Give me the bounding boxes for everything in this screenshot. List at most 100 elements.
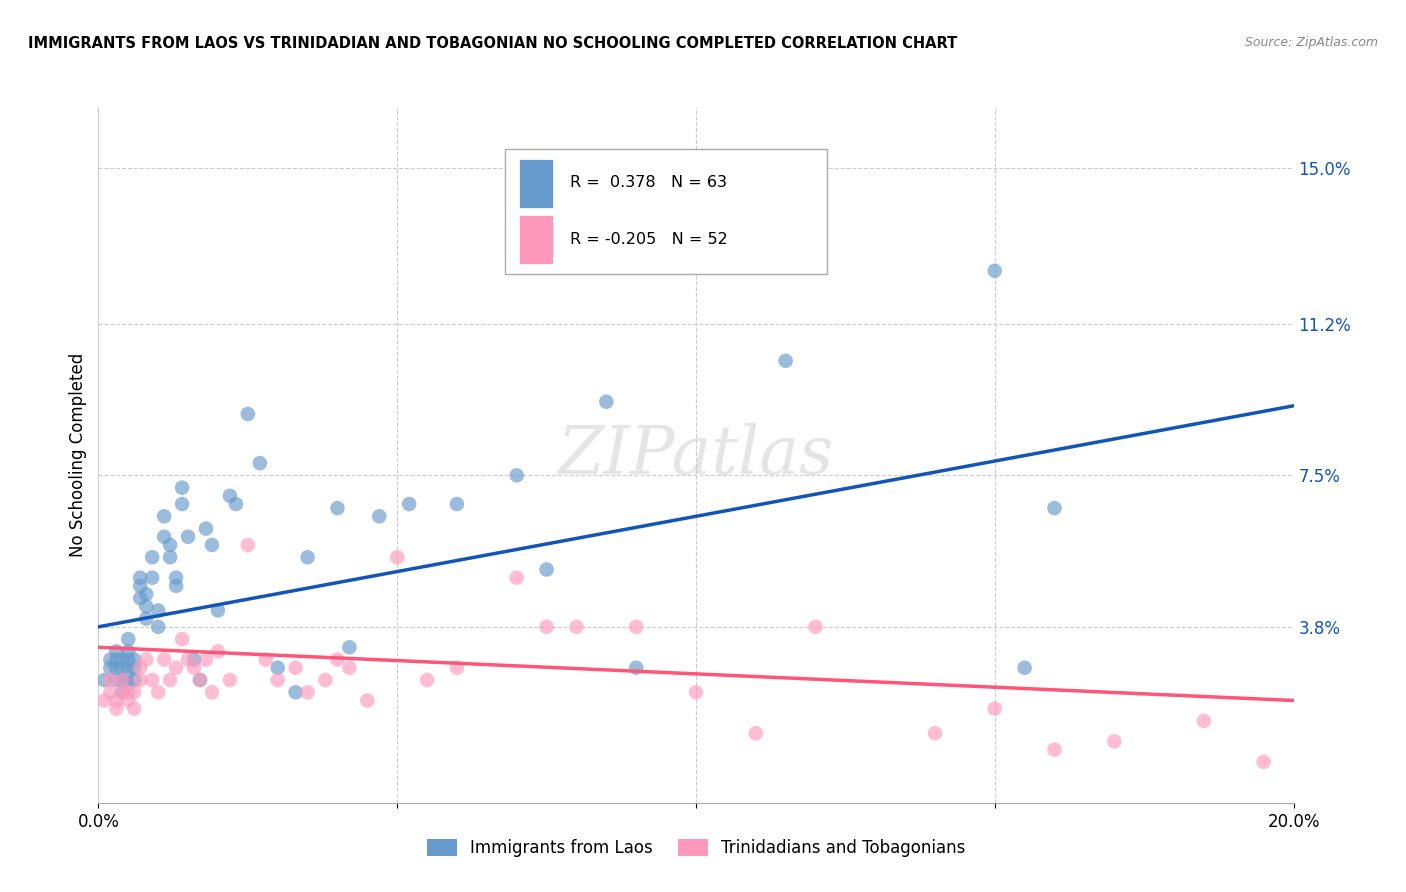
Point bbox=[219, 489, 242, 503]
Point bbox=[207, 603, 229, 617]
Point bbox=[183, 652, 205, 666]
Point bbox=[339, 640, 361, 655]
Point bbox=[924, 726, 946, 740]
Point bbox=[135, 587, 157, 601]
Point bbox=[105, 693, 128, 707]
Point bbox=[1253, 755, 1275, 769]
Point bbox=[117, 693, 139, 707]
Point bbox=[416, 673, 439, 687]
Point bbox=[506, 468, 529, 483]
Point bbox=[124, 673, 146, 687]
Text: Source: ZipAtlas.com: Source: ZipAtlas.com bbox=[1244, 36, 1378, 49]
Point bbox=[1043, 501, 1066, 516]
Point bbox=[111, 685, 134, 699]
Point bbox=[165, 579, 187, 593]
Point bbox=[98, 661, 122, 675]
Point bbox=[201, 538, 224, 552]
Point bbox=[536, 562, 558, 576]
Point bbox=[201, 685, 224, 699]
Point bbox=[105, 652, 128, 666]
Point bbox=[188, 673, 211, 687]
Point bbox=[98, 685, 122, 699]
Point bbox=[148, 620, 170, 634]
Point bbox=[984, 264, 1007, 278]
Point bbox=[135, 612, 157, 626]
Point bbox=[225, 497, 247, 511]
Text: R = -0.205   N = 52: R = -0.205 N = 52 bbox=[571, 232, 728, 247]
Point bbox=[536, 620, 558, 634]
Point bbox=[111, 652, 134, 666]
Point bbox=[117, 652, 139, 666]
Point bbox=[124, 652, 146, 666]
Point bbox=[385, 550, 409, 565]
Point bbox=[236, 407, 259, 421]
Point bbox=[124, 661, 146, 675]
Point bbox=[159, 538, 181, 552]
Point bbox=[284, 661, 307, 675]
Point bbox=[1014, 661, 1036, 675]
Point bbox=[98, 652, 122, 666]
Point bbox=[446, 497, 468, 511]
Point bbox=[172, 497, 194, 511]
Point bbox=[117, 644, 139, 658]
Bar bbox=[519, 215, 553, 264]
Point bbox=[745, 726, 768, 740]
Point bbox=[315, 673, 337, 687]
Bar bbox=[519, 159, 553, 208]
Point bbox=[117, 632, 139, 646]
Point bbox=[195, 522, 218, 536]
Point bbox=[326, 652, 349, 666]
Y-axis label: No Schooling Completed: No Schooling Completed bbox=[69, 353, 87, 557]
Point bbox=[105, 644, 128, 658]
Point bbox=[297, 685, 319, 699]
Text: R =  0.378   N = 63: R = 0.378 N = 63 bbox=[571, 175, 727, 190]
Point bbox=[1043, 742, 1066, 756]
Point bbox=[129, 591, 152, 606]
Point bbox=[117, 677, 139, 691]
Point bbox=[339, 661, 361, 675]
Text: ZIPatlas: ZIPatlas bbox=[558, 422, 834, 488]
Point bbox=[111, 673, 134, 687]
Point bbox=[267, 661, 290, 675]
Point bbox=[775, 353, 797, 368]
Point bbox=[565, 620, 588, 634]
Point bbox=[236, 538, 259, 552]
Point bbox=[129, 661, 152, 675]
Point bbox=[626, 620, 648, 634]
Point bbox=[446, 661, 468, 675]
Point bbox=[98, 673, 122, 687]
Point bbox=[183, 661, 205, 675]
Point bbox=[93, 693, 115, 707]
Point bbox=[188, 673, 211, 687]
Point bbox=[111, 661, 134, 675]
Point bbox=[219, 673, 242, 687]
Point bbox=[111, 685, 134, 699]
Point bbox=[135, 599, 157, 614]
Point bbox=[117, 665, 139, 679]
Point bbox=[804, 620, 827, 634]
Point bbox=[124, 685, 146, 699]
Point bbox=[685, 685, 707, 699]
Point bbox=[195, 652, 218, 666]
Point bbox=[105, 661, 128, 675]
Point bbox=[159, 550, 181, 565]
Point bbox=[165, 571, 187, 585]
Point bbox=[117, 685, 139, 699]
Point bbox=[267, 673, 290, 687]
Point bbox=[984, 701, 1007, 715]
Point bbox=[129, 571, 152, 585]
Point bbox=[105, 673, 128, 687]
Point bbox=[398, 497, 420, 511]
Point bbox=[141, 673, 163, 687]
Point bbox=[165, 661, 187, 675]
Point bbox=[368, 509, 391, 524]
Point bbox=[148, 685, 170, 699]
Point bbox=[129, 579, 152, 593]
Point bbox=[148, 603, 170, 617]
Point bbox=[129, 673, 152, 687]
Point bbox=[297, 550, 319, 565]
Point bbox=[141, 550, 163, 565]
Point bbox=[135, 652, 157, 666]
Point bbox=[326, 501, 349, 516]
Point bbox=[124, 701, 146, 715]
